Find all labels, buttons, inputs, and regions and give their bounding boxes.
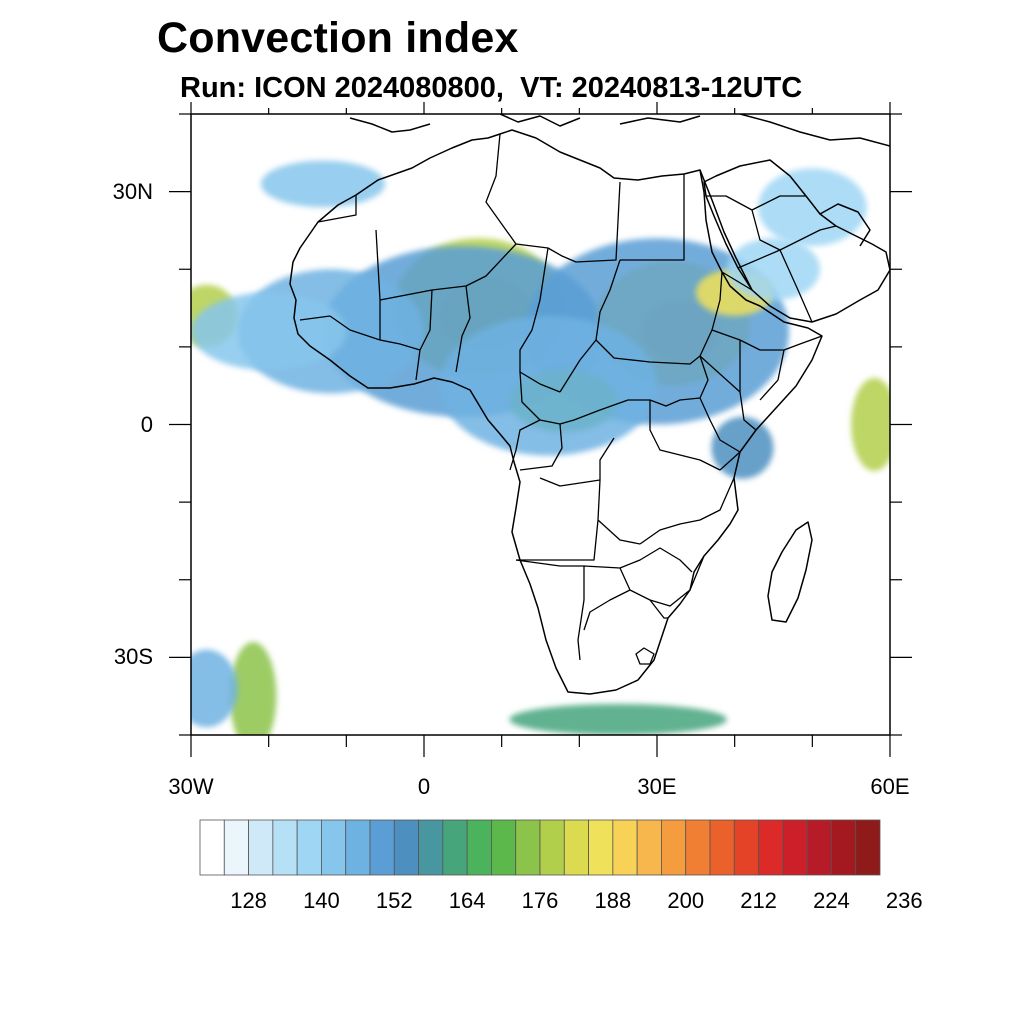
country-borders-north: [299, 133, 723, 393]
colorbar-swatch: [612, 819, 638, 876]
colorbar-swatch: [248, 819, 274, 876]
colorbar-swatch: [782, 819, 808, 876]
country-borders: [299, 133, 837, 665]
colorbar-label: 212: [740, 888, 777, 913]
convection-cell: [191, 292, 347, 371]
colorbar-swatch: [442, 819, 468, 876]
colorbar-label: 152: [375, 888, 413, 913]
colorbar-label: 128: [230, 888, 267, 913]
convection-cell: [509, 703, 727, 735]
colorbar-label: 176: [521, 888, 559, 913]
convection-field: [191, 160, 890, 735]
convection-cell: [851, 377, 890, 472]
colorbar-swatch: [539, 819, 565, 876]
lon-tick-label: 60E: [870, 774, 910, 799]
lat-tick-label: 30S: [113, 644, 153, 670]
colorbar-swatch: [491, 819, 517, 876]
colorbar-swatch: [588, 819, 614, 876]
colorbar-swatch: [418, 819, 444, 876]
country-borders-arabia: [706, 195, 837, 323]
europe-coastline: [349, 114, 890, 147]
map-title: Convection index: [157, 14, 519, 62]
colorbar-label: 224: [813, 888, 850, 913]
colorbar-swatch: [515, 819, 541, 876]
convection-cell: [191, 649, 238, 728]
colorbar-swatch: [321, 819, 347, 876]
axis-ticks: [169, 102, 912, 757]
convection-cell: [229, 641, 277, 735]
madagascar-coastline: [767, 521, 813, 623]
lon-tick-label: 30W: [168, 774, 214, 799]
country-borders-central: [509, 355, 741, 561]
convection-cell: [260, 160, 386, 208]
colorbar-swatch: [563, 819, 589, 876]
colorbar-label: 236: [885, 888, 923, 913]
colorbar-swatch: [831, 819, 857, 876]
colorbar-swatch: [393, 819, 419, 876]
colorbar-swatch: [806, 819, 832, 876]
lon-tick-label: 30E: [637, 774, 677, 799]
lat-tick-label: 30N: [112, 178, 153, 204]
arabia-coastline: [703, 159, 890, 323]
colorbar-swatch: [855, 819, 881, 876]
colorbar-label: 164: [448, 888, 486, 913]
red-sea-coastline: [699, 169, 753, 291]
persian-gulf-coastline: [819, 203, 871, 247]
colorbar-label: 140: [303, 888, 340, 913]
convection-cell: [439, 315, 657, 456]
country-borders-south: [515, 547, 705, 665]
colorbar-swatch: [345, 819, 371, 876]
colorbar-swatch: [733, 819, 759, 876]
colorbar-swatch: [272, 819, 298, 876]
colorbar-swatch: [466, 819, 492, 876]
colorbar-swatch: [685, 819, 711, 876]
colorbar-swatch: [296, 819, 322, 876]
lat-tick-label: 0: [140, 411, 153, 437]
map-subtitle: Run: ICON 2024080800, VT: 20240813-12UTC: [180, 72, 803, 104]
colorbar-swatch: [223, 819, 249, 876]
colorbar-swatch: [709, 819, 735, 876]
africa-coastline: [289, 129, 823, 695]
colorbar-swatch: [636, 819, 662, 876]
country-borders-east: [699, 271, 823, 471]
lon-tick-label: 0: [417, 774, 431, 799]
colorbar-swatch: [661, 819, 687, 876]
colorbar-label: 200: [667, 888, 705, 913]
colorbar-label: 188: [594, 888, 632, 913]
colorbar: [199, 819, 881, 876]
convection-cell: [757, 168, 867, 246]
colorbar-swatch: [758, 819, 784, 876]
coastlines: [289, 114, 890, 695]
colorbar-swatch: [369, 819, 395, 876]
colorbar-swatch: [199, 819, 225, 876]
